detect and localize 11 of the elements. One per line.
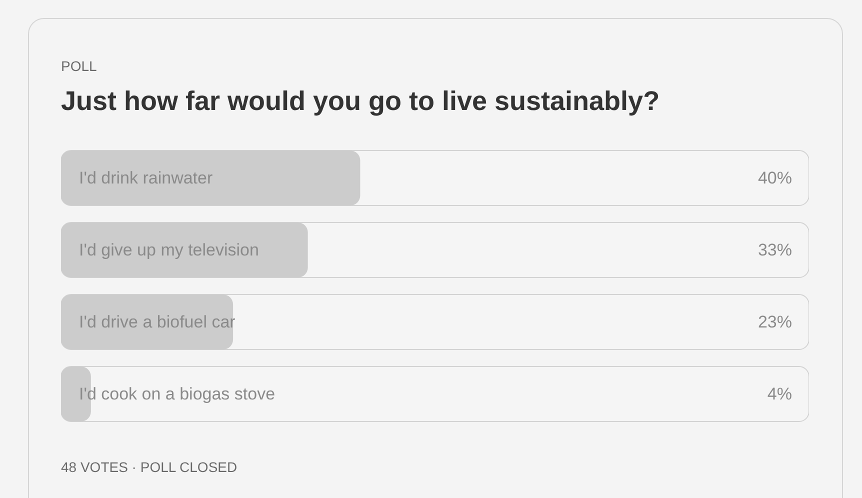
- data-label: 33%: [758, 240, 792, 259]
- data-label: 4%: [767, 384, 792, 403]
- data-label: 23%: [758, 312, 792, 331]
- y-tick-label: I'd drink rainwater: [79, 168, 213, 187]
- text: POLL: [61, 57, 97, 75]
- data-label: 40%: [758, 168, 792, 187]
- y-tick-label: I'd drive a biofuel car: [79, 312, 236, 331]
- chart-title: Just how far would you go to live sustainably?: [61, 85, 660, 118]
- y-tick-label: I'd give up my television: [79, 240, 259, 259]
- text: 48 VOTES · POLL CLOSED: [61, 458, 238, 476]
- y-tick-label: I'd cook on a biogas stove: [79, 384, 276, 403]
